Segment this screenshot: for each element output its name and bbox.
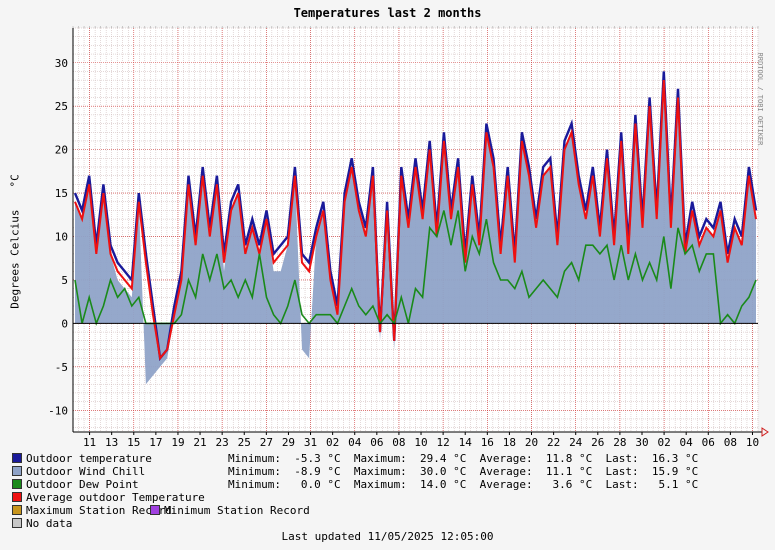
series-wind-chill-area: [75, 80, 756, 385]
y-tick-label: 15: [55, 187, 68, 200]
x-tick-label: 02: [657, 436, 670, 449]
x-tick-label: 06: [370, 436, 383, 449]
x-tick-label: 08: [724, 436, 737, 449]
legend-item-wind-chill: Outdoor Wind Chill: [12, 465, 145, 478]
legend-item-average: Average outdoor Temperature: [12, 491, 205, 504]
legend-label: Outdoor temperature: [26, 452, 152, 465]
legend-item-dew-point: Outdoor Dew Point: [12, 478, 139, 491]
x-tick-label: 22: [547, 436, 560, 449]
legend-swatch: [150, 505, 160, 515]
x-tick-label: 15: [127, 436, 140, 449]
x-tick-label: 06: [702, 436, 715, 449]
y-tick-label: 0: [61, 317, 68, 330]
y-tick-label: -5: [55, 361, 68, 374]
y-tick-label: 10: [55, 231, 68, 244]
legend-swatch: [12, 466, 22, 476]
x-tick-label: 25: [238, 436, 251, 449]
legend-swatch: [12, 518, 22, 528]
x-tick-label: 28: [613, 436, 626, 449]
x-tick-label: 04: [680, 436, 694, 449]
y-tick-label: 5: [61, 274, 68, 287]
x-tick-label: 20: [525, 436, 538, 449]
last-updated: Last updated 11/05/2025 12:05:00: [281, 530, 494, 543]
x-tick-label: 24: [569, 436, 583, 449]
stats-wind-chill: Minimum: -8.9 °C Maximum: 30.0 °C Averag…: [228, 465, 699, 478]
x-tick-label: 16: [481, 436, 494, 449]
x-tick-label: 30: [635, 436, 648, 449]
x-tick-label: 11: [83, 436, 96, 449]
legend-label: Outdoor Wind Chill: [26, 465, 146, 478]
x-tick-label: 14: [459, 436, 473, 449]
x-tick-label: 10: [414, 436, 427, 449]
series-dew-point-line: [74, 210, 757, 326]
legend-label: Outdoor Dew Point: [26, 478, 139, 491]
x-tick-label: 12: [436, 436, 449, 449]
x-tick-label: 02: [326, 436, 339, 449]
stats-temperature: Minimum: -5.3 °C Maximum: 29.4 °C Averag…: [228, 452, 699, 465]
legend-item-no-data: No data: [12, 517, 72, 530]
legend-item-temperature: Outdoor temperature: [12, 452, 152, 465]
legend-swatch: [12, 505, 22, 515]
x-tick-label: 29: [282, 436, 295, 449]
x-tick-label: 26: [591, 436, 604, 449]
x-tick-label: 23: [216, 436, 229, 449]
x-tick-label: 18: [503, 436, 516, 449]
x-tick-label: 31: [304, 436, 317, 449]
legend-label: Maximum Station Record: [26, 504, 172, 517]
legend-swatch: [12, 492, 22, 502]
legend-label: No data: [26, 517, 73, 530]
legend-label: Average outdoor Temperature: [26, 491, 205, 504]
x-tick-label: 04: [348, 436, 362, 449]
x-tick-label: 13: [105, 436, 118, 449]
legend-item-max-record: Maximum Station Record: [12, 504, 172, 517]
x-axis-arrow: [761, 427, 769, 437]
x-tick-label: 10: [746, 436, 759, 449]
x-tick-label: 21: [193, 436, 206, 449]
legend-swatch: [12, 453, 22, 463]
x-tick-label: 17: [149, 436, 162, 449]
legend-swatch: [12, 479, 22, 489]
legend-item-min-record: Minimum Station Record: [150, 504, 310, 517]
y-tick-label: 30: [55, 57, 68, 70]
stats-dew-point: Minimum: 0.0 °C Maximum: 14.0 °C Average…: [228, 478, 699, 491]
x-tick-label: 27: [260, 436, 273, 449]
y-tick-label: 20: [55, 144, 68, 157]
y-tick-label: 25: [55, 100, 68, 113]
legend-label: Minimum Station Record: [164, 504, 310, 517]
series-average-line: [74, 80, 757, 361]
y-tick-label: -10: [48, 404, 68, 417]
x-tick-label: 19: [171, 436, 184, 449]
chart-title: Temperatures last 2 months: [293, 6, 482, 20]
x-tick-label: 08: [392, 436, 405, 449]
